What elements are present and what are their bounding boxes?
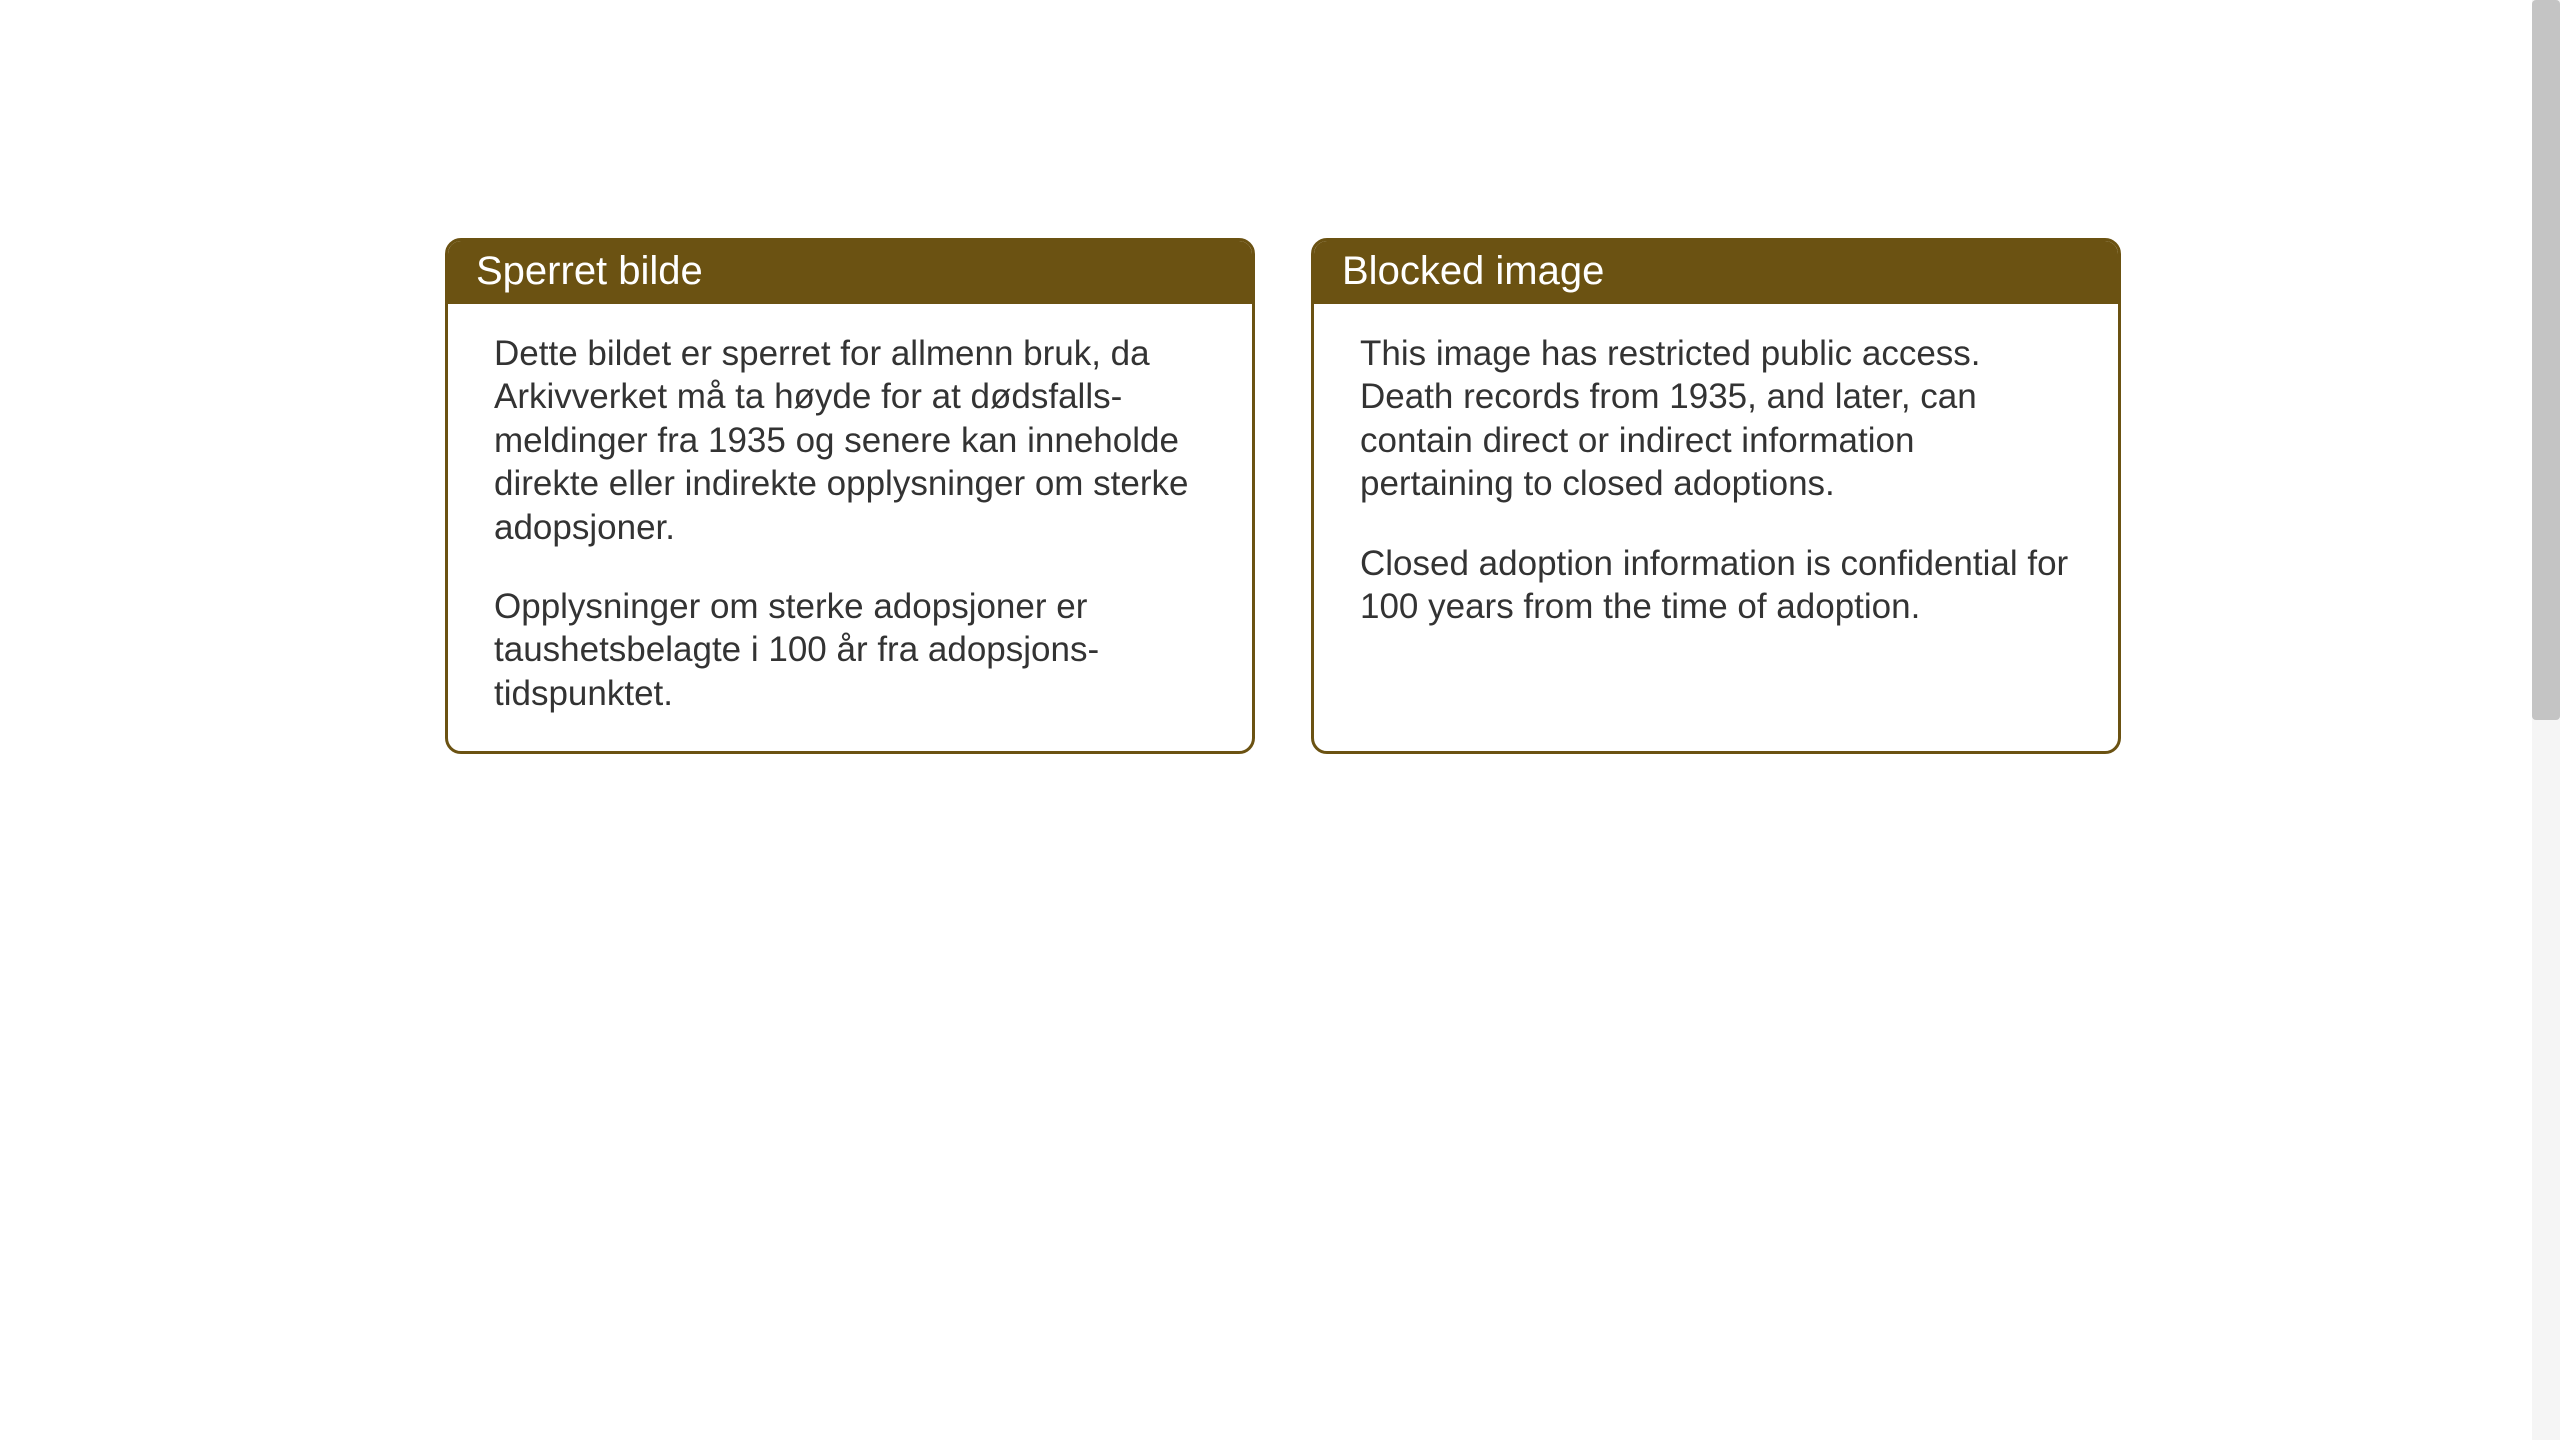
- notice-card-norwegian: Sperret bilde Dette bildet er sperret fo…: [445, 238, 1255, 754]
- notice-body-norwegian: Dette bildet er sperret for allmenn bruk…: [448, 304, 1252, 751]
- notice-title-english: Blocked image: [1314, 241, 2118, 304]
- notice-paragraph-1-english: This image has restricted public access.…: [1360, 332, 2072, 506]
- notice-paragraph-1-norwegian: Dette bildet er sperret for allmenn bruk…: [494, 332, 1206, 549]
- notice-paragraph-2-norwegian: Opplysninger om sterke adopsjoner er tau…: [494, 585, 1206, 715]
- notice-paragraph-2-english: Closed adoption information is confident…: [1360, 542, 2072, 629]
- scrollbar-track[interactable]: [2532, 0, 2560, 1440]
- notice-title-norwegian: Sperret bilde: [448, 241, 1252, 304]
- notice-card-english: Blocked image This image has restricted …: [1311, 238, 2121, 754]
- notice-body-english: This image has restricted public access.…: [1314, 304, 2118, 744]
- notice-container: Sperret bilde Dette bildet er sperret fo…: [445, 238, 2121, 754]
- scrollbar-thumb[interactable]: [2532, 0, 2560, 720]
